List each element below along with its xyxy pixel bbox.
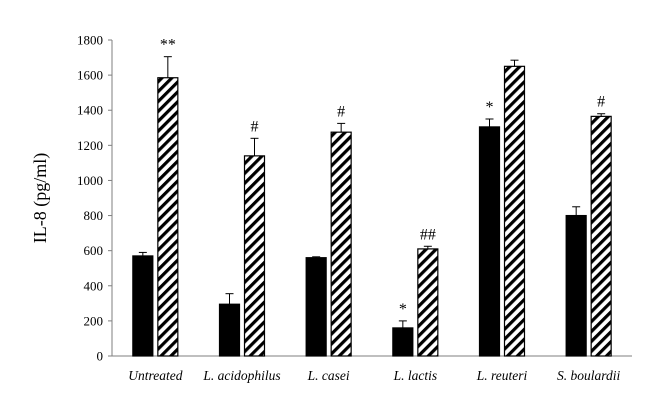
significance-annotation: ** — [160, 37, 176, 54]
y-tick-label: 200 — [84, 313, 104, 328]
bar-solid — [132, 255, 154, 357]
bar-solid — [565, 214, 587, 357]
y-tick-label: 0 — [97, 349, 104, 364]
y-tick-label: 1000 — [77, 173, 103, 188]
y-tick-label: 1800 — [77, 33, 103, 48]
bar-hatched — [157, 77, 179, 357]
significance-annotation: # — [337, 103, 345, 120]
x-category-label: L. casei — [307, 368, 350, 383]
significance-annotation: * — [399, 301, 407, 318]
bar-hatched — [330, 131, 352, 357]
bar-solid — [478, 126, 501, 357]
bar-hatched — [590, 115, 612, 357]
bar-solid — [392, 327, 414, 357]
y-tick-label: 1400 — [77, 103, 103, 118]
bar-hatched — [503, 65, 526, 357]
significance-annotation: # — [597, 94, 605, 111]
y-tick-label: 600 — [84, 243, 104, 258]
y-tick-label: 1600 — [77, 68, 103, 83]
bar-hatched — [417, 248, 439, 357]
x-category-label: L. lactis — [393, 368, 438, 383]
y-tick-label: 400 — [84, 278, 104, 293]
x-category-label: Untreated — [128, 368, 182, 383]
significance-annotation: ## — [420, 226, 436, 243]
y-axis-title: IL-8 (pg/ml) — [30, 153, 51, 243]
bar-solid — [218, 303, 241, 357]
x-category-label: L. acidophilus — [202, 368, 280, 383]
y-tick-label: 1200 — [77, 138, 103, 153]
significance-annotation: # — [251, 118, 259, 135]
y-tick-label: 800 — [84, 208, 104, 223]
bar-solid — [305, 257, 327, 357]
x-category-label: S. boulardii — [557, 368, 621, 383]
x-category-label: L. reuteri — [476, 368, 528, 383]
bar-hatched — [243, 155, 266, 357]
significance-annotation: * — [486, 99, 494, 116]
